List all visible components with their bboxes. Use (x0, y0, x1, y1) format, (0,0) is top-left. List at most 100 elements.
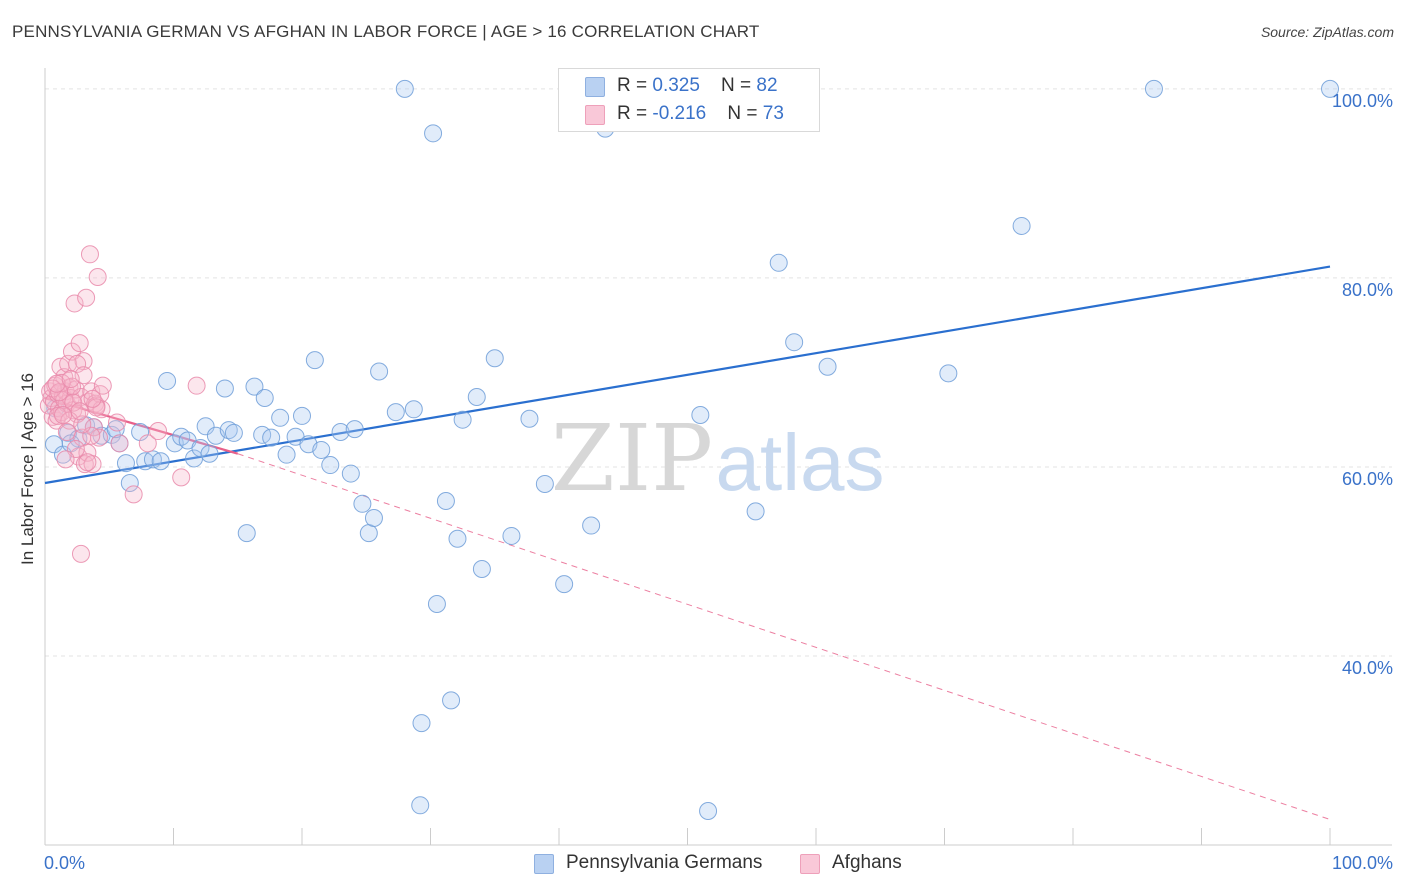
point-pennsylvania-germans-57 (453, 410, 472, 429)
point-afghans-68 (87, 398, 106, 417)
point-afghans-28 (75, 455, 94, 474)
point-pennsylvania-germans-25 (219, 421, 238, 440)
point-pennsylvania-germans-27 (237, 524, 256, 543)
point-afghans-42 (93, 376, 112, 395)
point-pennsylvania-germans-60 (485, 349, 504, 368)
trend-line-afghans-extended (237, 453, 1331, 820)
point-pennsylvania-germans-40 (331, 422, 350, 441)
axes (44, 68, 1392, 846)
point-pennsylvania-germans-37 (305, 351, 324, 370)
point-afghans-61 (73, 415, 92, 434)
point-pennsylvania-germans-54 (436, 491, 455, 510)
trend-line-afghans (44, 396, 239, 455)
point-pennsylvania-germans-38 (312, 440, 331, 459)
legend-pink-n-label: N = (727, 103, 763, 124)
point-afghans-71 (61, 370, 80, 389)
point-afghans-72 (83, 389, 102, 408)
point-afghans-48 (172, 468, 191, 487)
point-pennsylvania-germans-58 (467, 388, 486, 407)
x-tick-label-1: 100.0% (1332, 853, 1393, 873)
point-afghans-55 (48, 406, 67, 425)
point-pennsylvania-germans-66 (582, 516, 601, 535)
point-afghans-66 (70, 402, 89, 421)
point-afghans-70 (53, 405, 72, 424)
point-pennsylvania-germans-80 (61, 434, 80, 453)
watermark-zip: ZIP (551, 405, 713, 512)
point-afghans-65 (56, 450, 75, 469)
y-tick-label-2: 80.0% (1342, 280, 1393, 300)
legend-swatch-pink (585, 105, 605, 125)
series-name-pink: Afghans (832, 852, 902, 873)
point-pennsylvania-germans-76 (1012, 216, 1031, 235)
point-pennsylvania-germans-24 (215, 379, 234, 398)
point-pennsylvania-germans-73 (785, 333, 804, 352)
point-pennsylvania-germans-39 (321, 456, 340, 475)
point-pennsylvania-germans-75 (939, 364, 958, 383)
x-tick-label-0: 0.0% (44, 853, 85, 873)
legend-blue-r-label: R = (617, 75, 653, 96)
point-pennsylvania-germans-74 (818, 357, 837, 376)
point-pennsylvania-germans-13 (143, 450, 162, 469)
point-pennsylvania-germans-70 (699, 801, 718, 820)
point-afghans-30 (78, 443, 97, 462)
trend-line-pennsylvania-germans (44, 265, 1331, 485)
point-pennsylvania-germans-52 (424, 124, 443, 143)
watermark-atlas: atlas (716, 418, 885, 507)
point-pennsylvania-germans-53 (427, 594, 446, 613)
data-points (39, 79, 1339, 820)
point-pennsylvania-germans-35 (293, 406, 311, 425)
point-pennsylvania-germans-63 (535, 474, 554, 493)
point-afghans-29 (77, 288, 96, 307)
point-pennsylvania-germans-28 (245, 377, 264, 396)
point-pennsylvania-germans-26 (224, 423, 243, 442)
point-pennsylvania-germans-77 (1144, 79, 1163, 98)
point-afghans-46 (138, 434, 157, 453)
point-pennsylvania-germans-33 (277, 445, 296, 464)
point-afghans-44 (110, 434, 129, 453)
y-tick-label-0: 40.0% (1342, 658, 1393, 678)
point-afghans-24 (70, 334, 89, 353)
point-pennsylvania-germans-78 (1321, 79, 1339, 98)
point-pennsylvania-germans-10 (120, 474, 139, 493)
point-afghans-39 (89, 428, 108, 447)
point-pennsylvania-germans-62 (520, 409, 539, 428)
series-swatch-blue (534, 854, 554, 874)
legend-blue-n-label: N = (721, 75, 757, 96)
point-pennsylvania-germans-59 (472, 560, 491, 579)
y-tick-label-3: 100.0% (1332, 91, 1393, 111)
point-pennsylvania-germans-30 (255, 388, 274, 407)
point-pennsylvania-germans-45 (364, 508, 383, 527)
point-pennsylvania-germans-50 (411, 796, 430, 815)
point-pennsylvania-germans-14 (151, 452, 170, 471)
correlation-legend: R = 0.325 N = 82 R = -0.216 N = 73 (558, 68, 820, 132)
point-pennsylvania-germans-47 (386, 403, 405, 422)
point-pennsylvania-germans-22 (200, 444, 219, 463)
point-afghans-49 (187, 376, 206, 395)
point-pennsylvania-germans-42 (345, 420, 364, 439)
point-pennsylvania-germans-51 (412, 714, 431, 733)
point-pennsylvania-germans-81 (106, 420, 125, 439)
point-pennsylvania-germans-43 (353, 494, 372, 513)
point-pennsylvania-germans-44 (359, 524, 378, 543)
point-pennsylvania-germans-15 (158, 371, 177, 390)
tick-labels: 40.0% 60.0% 80.0% 100.0% 0.0% 100.0% (44, 91, 1393, 873)
point-afghans-47 (149, 422, 168, 441)
chart-title: PENNSYLVANIA GERMAN VS AFGHAN IN LABOR F… (12, 22, 760, 41)
y-axis-label: In Labor Force | Age > 16 (18, 372, 37, 565)
point-pennsylvania-germans-46 (370, 362, 389, 381)
point-pennsylvania-germans-48 (395, 79, 414, 98)
point-afghans-22 (68, 405, 87, 424)
point-afghans-32 (80, 245, 99, 264)
point-pennsylvania-germans-32 (271, 408, 290, 427)
point-pennsylvania-germans-72 (769, 253, 788, 272)
point-pennsylvania-germans-20 (191, 439, 210, 458)
legend-pink-r-label: R = (617, 103, 653, 124)
point-pennsylvania-germans-69 (691, 405, 710, 424)
point-pennsylvania-germans-21 (196, 417, 215, 436)
point-pennsylvania-germans-9 (116, 454, 135, 473)
point-afghans-43 (107, 413, 126, 432)
point-pennsylvania-germans-31 (262, 428, 281, 447)
point-pennsylvania-germans-41 (341, 464, 360, 483)
point-afghans-63 (57, 422, 76, 441)
